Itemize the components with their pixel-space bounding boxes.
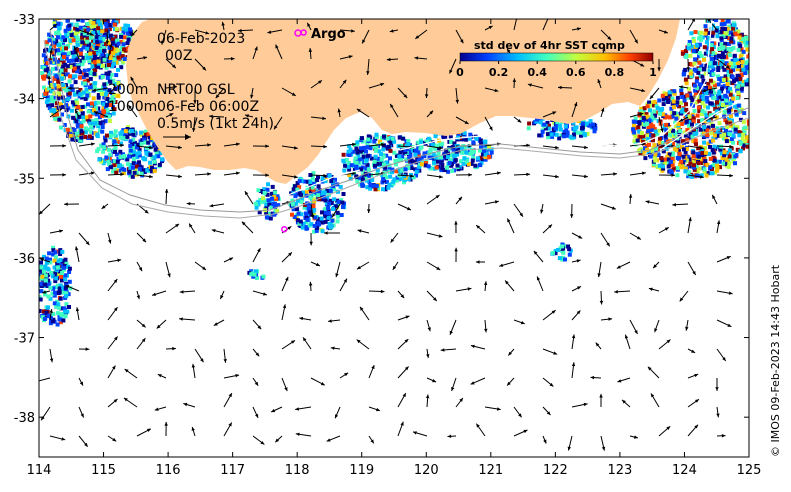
lat-tick-label: -33 — [14, 13, 35, 28]
lat-tick-label: -36 — [14, 252, 35, 267]
argo-label: Argo — [311, 27, 346, 42]
credit-text: © IMOS 09-Feb-2023 14:43 Hobart — [769, 264, 782, 457]
contour-200m-c — [285, 169, 361, 197]
colorbar-ticks: 0 0.2 0.4 0.6 0.8 1 — [456, 61, 657, 79]
lon-tick-label: 122 — [543, 463, 568, 478]
colorbar-tick-label: 0.2 — [489, 66, 509, 79]
longitude-axis: 114 115 116 117 118 119 120 121 122 123 124 125 — [27, 19, 762, 478]
argo-legend-marker — [294, 29, 302, 37]
lon-tick-label: 125 — [737, 463, 762, 478]
scale-arrow — [163, 134, 191, 140]
colorbar-tick-label: 0.6 — [566, 66, 586, 79]
plot-frame — [38, 18, 750, 458]
contour-1000m-b — [43, 39, 749, 219]
map-date: 06-Feb-2023 — [157, 31, 245, 47]
lon-tick-label: 117 — [220, 463, 245, 478]
lat-tick-label: -35 — [14, 172, 35, 187]
colorbar-tick-label: 1 — [649, 66, 657, 79]
contour-200m — [399, 19, 713, 151]
lon-tick-label: 124 — [672, 463, 697, 478]
lon-tick-label: 123 — [607, 463, 632, 478]
colorbar-tick-label: 0.8 — [605, 66, 625, 79]
lon-tick-label: 121 — [478, 463, 503, 478]
lat-tick-label: -34 — [14, 93, 35, 108]
contour-200m-b — [659, 97, 749, 151]
contour-1000m — [49, 29, 749, 213]
lon-tick-label: 120 — [414, 463, 439, 478]
lat-tick-label: -38 — [14, 411, 35, 426]
lon-tick-label: 114 — [27, 463, 52, 478]
latitude-axis: -33 -34 -35 -36 -37 -38 — [14, 13, 749, 426]
colorbar-tick-label: 0.4 — [527, 66, 547, 79]
lon-tick-label: 116 — [156, 463, 181, 478]
lon-tick-label: 118 — [285, 463, 310, 478]
argo-float-marker — [281, 225, 288, 233]
product-label: NRT00 GSL — [157, 82, 235, 98]
valid-time-label: 06-Feb 06:00Z — [157, 99, 259, 115]
lon-tick-label: 115 — [91, 463, 116, 478]
lat-tick-label: -37 — [14, 332, 35, 347]
contour-200m-label: 200m — [108, 82, 148, 98]
lon-tick-label: 119 — [349, 463, 374, 478]
colorbar — [459, 52, 654, 62]
colorbar-tick-label: 0 — [456, 66, 464, 79]
arrow-scale-label: 0.5m/s (1kt 24h) — [157, 116, 274, 132]
map-hour: 00Z — [165, 48, 192, 64]
contour-1000m-label: 1000m — [108, 99, 157, 115]
legend-title: std dev of 4hr SST comp — [474, 39, 625, 52]
